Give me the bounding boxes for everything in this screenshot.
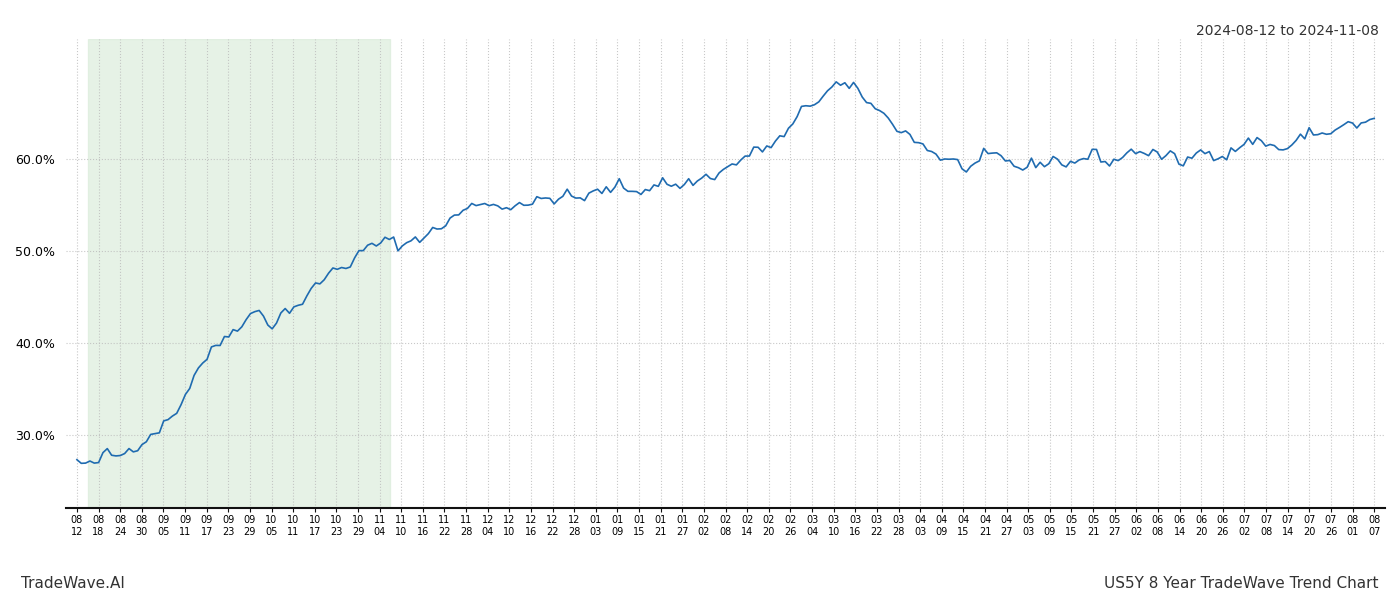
Text: 2024-08-12 to 2024-11-08: 2024-08-12 to 2024-11-08 [1196, 24, 1379, 38]
Text: US5Y 8 Year TradeWave Trend Chart: US5Y 8 Year TradeWave Trend Chart [1105, 576, 1379, 591]
Text: TradeWave.AI: TradeWave.AI [21, 576, 125, 591]
Bar [88, 39, 391, 508]
